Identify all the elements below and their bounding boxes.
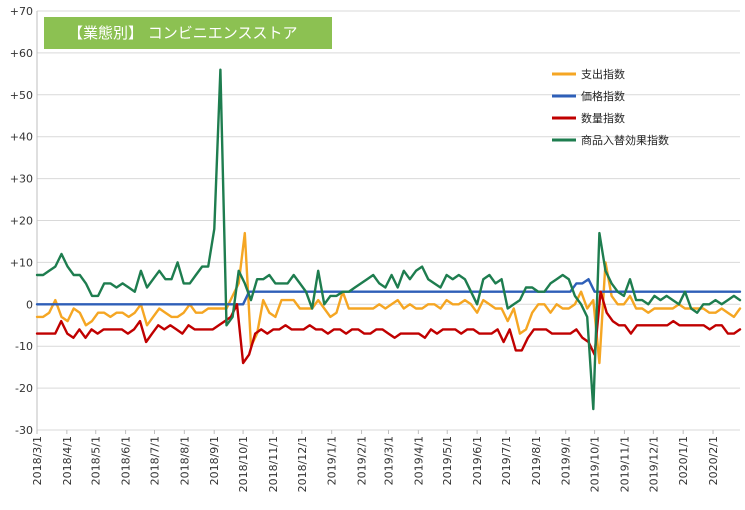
x-tick-label: 2018/6/1 <box>120 436 133 485</box>
x-tick-label: 2019/5/1 <box>441 436 454 485</box>
x-tick-label: 2019/11/1 <box>618 436 631 492</box>
legend-label: 支出指数 <box>581 67 625 81</box>
x-tick-label: 2019/8/1 <box>530 436 543 485</box>
x-tick-label: 2018/4/1 <box>61 436 74 485</box>
x-tick-label: 2018/9/1 <box>208 436 221 485</box>
x-tick-label: 2019/9/1 <box>560 436 573 485</box>
x-tick-label: 2018/10/1 <box>237 436 250 492</box>
x-tick-label: 2018/12/1 <box>296 436 309 492</box>
x-tick-label: 2018/5/1 <box>90 436 103 485</box>
x-axis: 2018/3/1 2018/4/1 2018/5/1 2018/6/1 2018/7/1… <box>31 430 720 492</box>
y-tick-label: +70 <box>10 5 33 18</box>
x-tick-label: 2020/1/1 <box>677 436 690 485</box>
x-tick-label: 2019/2/1 <box>356 436 369 485</box>
legend-label: 数量指数 <box>581 111 625 125</box>
x-tick-label: 2019/6/1 <box>471 436 484 485</box>
x-tick-label: 2018/3/1 <box>31 436 44 485</box>
x-tick-label: 2019/4/1 <box>412 436 425 485</box>
y-tick-label: 0 <box>26 298 33 311</box>
title-background <box>44 17 332 49</box>
x-tick-label: 2020/2/1 <box>707 436 720 485</box>
y-axis-ticks: +70 +60 +50 +40 +30 +20 +10 0 -10 -20 -30 <box>10 5 33 437</box>
y-tick-label: +10 <box>10 256 33 269</box>
x-tick-label: 2019/1/1 <box>326 436 339 485</box>
series-line-2 <box>35 290 742 365</box>
series-lines <box>35 68 742 411</box>
x-tick-label: 2019/3/1 <box>383 436 396 485</box>
x-tick-label: 2019/10/1 <box>589 436 602 492</box>
y-tick-label: +30 <box>10 173 33 186</box>
x-tick-label: 2018/11/1 <box>267 436 280 492</box>
legend-label: 価格指数 <box>581 89 625 103</box>
y-tick-label: +60 <box>10 47 33 60</box>
y-tick-label: +40 <box>10 131 33 144</box>
title-text: 【業態別】 コンビニエンスストア <box>68 24 297 42</box>
y-tick-label: -20 <box>15 382 33 395</box>
x-tick-label: 2019/12/1 <box>647 436 660 492</box>
y-tick-label: +50 <box>10 89 33 102</box>
y-tick-label: -10 <box>15 340 33 353</box>
series-line-0 <box>35 231 742 365</box>
series-line-1 <box>35 278 742 306</box>
series-line-3 <box>35 68 742 411</box>
x-tick-label: 2018/7/1 <box>148 436 161 485</box>
y-tick-label: -30 <box>15 424 33 437</box>
chart-title: 【業態別】 コンビニエンスストア <box>44 17 332 49</box>
y-tick-label: +20 <box>10 215 33 228</box>
legend-label: 商品入替効果指数 <box>581 133 669 147</box>
x-tick-label: 2018/8/1 <box>178 436 191 485</box>
x-tick-label: 2019/7/1 <box>500 436 513 485</box>
